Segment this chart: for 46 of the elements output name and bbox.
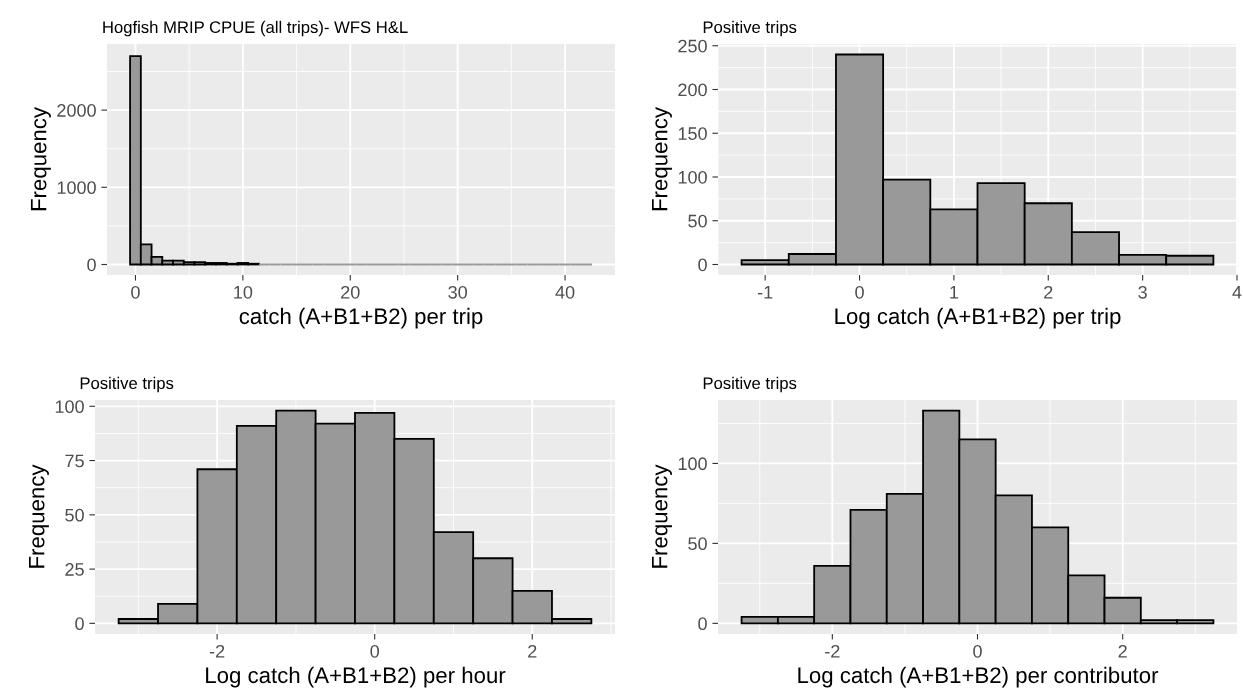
chart-title: Positive trips [703,376,797,393]
chart-title: Positive trips [703,20,797,37]
y-tick-label: 50 [65,508,84,522]
x-axis-title: Log catch (A+B1+B2) per contributor [798,666,1159,688]
x-tick-label: -2 [209,644,225,658]
x-axis-title: Log catch (A+B1+B2) per hour [206,666,506,688]
y-axis-title: Frequency [30,107,51,211]
y-tick-label: 100 [678,457,707,471]
x-tick-label: 2 [1044,285,1053,299]
y-tick-label: 25 [65,563,84,576]
y-tick-label: 0 [698,258,707,272]
y-tick-label: 0 [75,617,84,631]
x-tick-label: 0 [370,644,380,658]
y-tick-label: 2000 [57,104,96,117]
x-tick-label: 2 [528,644,537,658]
chart-title: Hogfish MRIP CPUE (all trips)- WFS H&L [103,20,408,37]
x-tick-label: 40 [555,285,575,299]
y-tick-label: 100 [678,170,707,184]
y-tick-label: 1000 [57,181,96,195]
x-axis-title: Log catch (A+B1+B2) per trip [835,307,1121,329]
y-tick-label: 75 [65,454,84,468]
chart-title: Positive trips [80,376,174,393]
y-tick-label: 200 [678,83,707,97]
y-tick-label: 50 [688,214,707,228]
x-axis-title: catch (A+B1+B2) per trip [239,307,483,329]
y-tick-label: 250 [678,39,707,53]
x-tick-label: 10 [234,285,253,299]
y-axis-title: Frequency [652,107,672,211]
y-axis-title: Frequency [652,464,672,568]
x-tick-label: 0 [131,285,140,299]
x-tick-label: 30 [448,285,467,299]
x-tick-label: 2 [1118,644,1127,658]
y-axis-title: Frequency [29,464,49,568]
x-tick-label: -2 [825,644,840,658]
x-tick-label: 1 [950,286,959,299]
y-tick-label: 150 [678,127,707,140]
y-tick-label: 50 [688,537,707,551]
y-tick-label: 100 [55,400,84,414]
y-tick-label: 0 [87,258,96,272]
y-tick-label: 0 [698,617,707,631]
x-tick-label: 0 [973,644,982,658]
x-tick-label: 4 [1232,286,1242,299]
x-tick-label: 20 [341,285,360,299]
x-tick-label: 0 [855,285,864,299]
x-tick-label: 3 [1138,285,1147,299]
x-tick-label: -1 [757,286,773,299]
